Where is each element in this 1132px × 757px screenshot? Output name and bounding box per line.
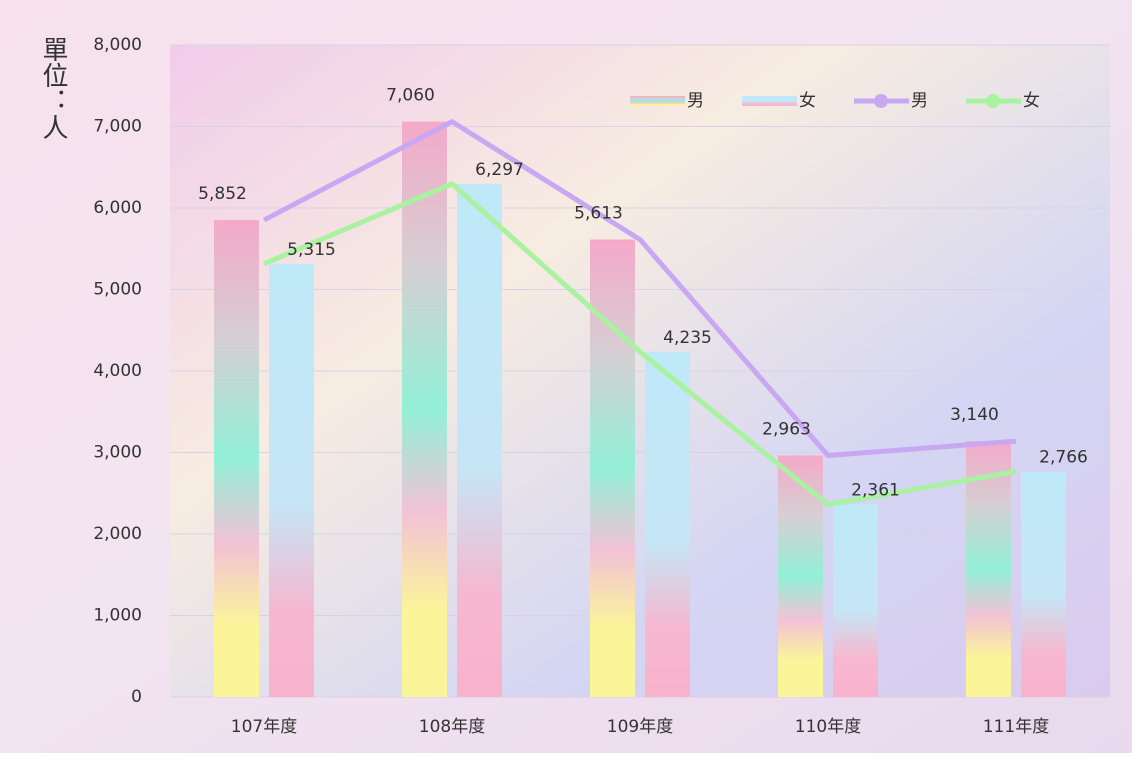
bar [269, 263, 314, 697]
y-tick-label: 3,000 [93, 443, 142, 463]
legend-swatch [742, 96, 797, 106]
data-label: 2,361 [851, 481, 900, 501]
y-tick-label: 0 [131, 687, 142, 707]
data-label: 2,766 [1039, 448, 1088, 468]
bar [966, 441, 1011, 697]
x-tick-label: 110年度 [795, 717, 861, 737]
bar [778, 455, 823, 697]
legend-marker [874, 94, 888, 108]
data-label: 3,140 [950, 405, 999, 425]
legend-label: 男 [687, 91, 704, 111]
data-label: 7,060 [386, 86, 435, 106]
y-axis-title: 單位：人 [38, 36, 68, 140]
y-tick-label: 4,000 [93, 361, 142, 381]
line [263, 181, 1017, 508]
y-tick-label: 7,000 [93, 117, 142, 137]
bar [833, 504, 878, 697]
y-tick-label: 8,000 [93, 35, 142, 55]
x-tick-label: 111年度 [983, 717, 1049, 737]
y-tick-label: 5,000 [93, 280, 142, 300]
legend-marker [986, 94, 1000, 108]
data-label: 2,963 [762, 420, 811, 440]
legend-label: 女 [799, 91, 816, 111]
x-tick-label: 107年度 [231, 717, 297, 737]
data-label: 5,852 [198, 184, 247, 204]
y-tick-label: 6,000 [93, 198, 142, 218]
x-tick-label: 108年度 [419, 717, 485, 737]
bar [402, 121, 447, 698]
bar [590, 239, 635, 697]
bar [214, 220, 259, 697]
legend-swatch [630, 96, 685, 106]
bar [645, 351, 690, 697]
x-tick-label: 109年度 [607, 717, 673, 737]
legend-label: 女 [1023, 91, 1040, 111]
data-label: 5,613 [574, 204, 623, 224]
line [262, 119, 1017, 459]
bar [1021, 471, 1066, 697]
legend-label: 男 [911, 91, 928, 111]
data-label: 4,235 [663, 328, 712, 348]
data-label: 6,297 [475, 160, 524, 180]
y-tick-label: 1,000 [93, 606, 142, 626]
y-tick-label: 2,000 [93, 524, 142, 544]
data-label: 5,315 [287, 240, 336, 260]
bar [457, 183, 502, 697]
